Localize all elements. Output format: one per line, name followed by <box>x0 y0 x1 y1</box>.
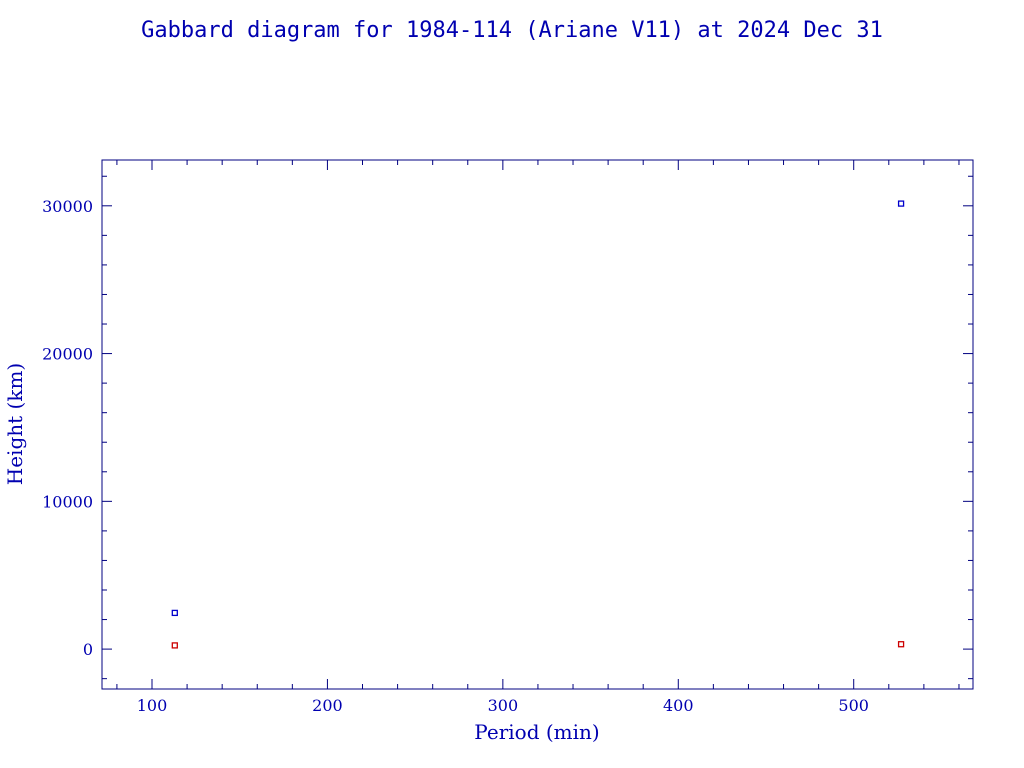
x-tick-label: 200 <box>312 696 343 715</box>
y-axis-label: Height (km) <box>3 363 27 485</box>
chart-title: Gabbard diagram for 1984-114 (Ariane V11… <box>141 18 883 43</box>
plot-frame <box>101 159 974 690</box>
x-axis-label: Period (min) <box>474 720 599 744</box>
data-point <box>897 641 905 648</box>
data-point <box>171 642 178 649</box>
x-tick-label: 100 <box>137 696 168 715</box>
y-tick-label: 30000 <box>42 197 93 216</box>
data-point <box>171 609 178 617</box>
x-tick-label: 300 <box>488 696 519 715</box>
y-tick-label: 10000 <box>42 492 93 511</box>
x-tick-label: 400 <box>663 696 694 715</box>
axis-tick-labels: 100 200 300 400 500 0 10000 20000 30000 <box>42 197 869 715</box>
y-tick-label: 20000 <box>42 345 93 364</box>
y-tick-label: 0 <box>83 640 93 659</box>
data-points <box>171 200 905 649</box>
axis-ticks <box>102 160 973 689</box>
x-tick-label: 500 <box>838 696 869 715</box>
data-point <box>897 200 905 207</box>
